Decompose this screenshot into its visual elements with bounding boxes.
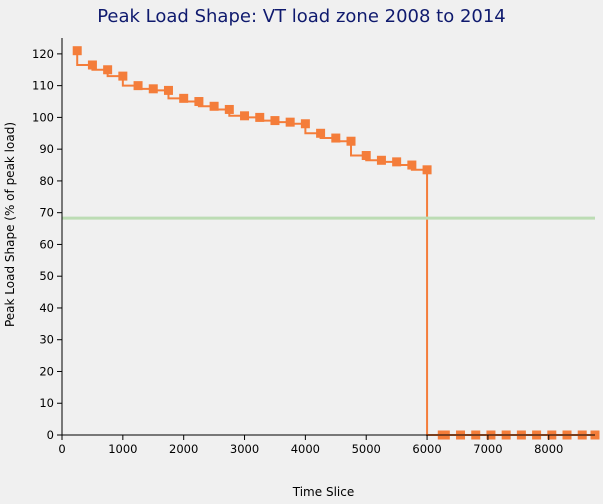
data-point <box>194 97 204 107</box>
y-tick-label: 50 <box>39 269 54 283</box>
y-tick-label: 20 <box>39 364 54 378</box>
data-point <box>255 112 265 122</box>
y-tick-label: 40 <box>39 301 54 315</box>
data-point <box>209 101 219 111</box>
data-point <box>148 84 158 94</box>
x-tick-label: 8000 <box>534 442 563 456</box>
data-point <box>392 157 402 167</box>
y-tick-label: 70 <box>39 206 54 220</box>
data-point <box>407 160 417 170</box>
y-tick-label: 10 <box>39 396 54 410</box>
x-tick-label: 3000 <box>230 442 259 456</box>
y-tick-label: 100 <box>32 110 54 124</box>
data-point <box>103 65 113 75</box>
chart-title: Peak Load Shape: VT load zone 2008 to 20… <box>97 6 506 27</box>
x-tick-label: 4000 <box>291 442 320 456</box>
x-tick-label: 7000 <box>473 442 502 456</box>
data-point <box>72 46 82 56</box>
data-point <box>224 104 234 114</box>
data-point <box>133 81 143 91</box>
data-point <box>422 165 432 175</box>
x-axis-label: Time Slice <box>292 485 354 499</box>
data-point <box>87 60 97 70</box>
y-tick-label: 30 <box>39 333 54 347</box>
data-point <box>376 155 386 165</box>
y-tick-label: 0 <box>47 428 54 442</box>
data-point <box>316 128 326 138</box>
y-axis-label: Peak Load Shape (% of peak load) <box>3 122 17 327</box>
data-point <box>361 151 371 161</box>
data-point <box>346 136 356 146</box>
x-tick-label: 2000 <box>169 442 198 456</box>
axes-layer <box>61 38 595 436</box>
y-tick-label: 60 <box>39 237 54 251</box>
x-axis-ticks: 0 1000 2000 3000 4000 5000 6000 7000 8000 <box>58 435 563 456</box>
x-tick-label: 6000 <box>412 442 441 456</box>
data-point <box>118 71 128 81</box>
x-tick-label: 0 <box>58 442 65 456</box>
y-tick-label: 110 <box>32 79 54 93</box>
data-point <box>331 133 341 143</box>
x-tick-label: 1000 <box>108 442 137 456</box>
y-axis-ticks: 0 10 20 30 40 50 60 70 80 90 100 110 120 <box>32 47 62 442</box>
data-point <box>300 119 310 129</box>
y-tick-label: 80 <box>39 174 54 188</box>
y-tick-label: 120 <box>32 47 54 61</box>
data-point <box>240 111 250 121</box>
x-tick-label: 5000 <box>352 442 381 456</box>
data-point <box>179 93 189 103</box>
data-point <box>270 116 280 126</box>
data-point <box>285 117 295 127</box>
y-tick-label: 90 <box>39 142 54 156</box>
series-layer <box>62 46 600 440</box>
series-line-0 <box>76 50 595 436</box>
data-point <box>163 85 173 95</box>
